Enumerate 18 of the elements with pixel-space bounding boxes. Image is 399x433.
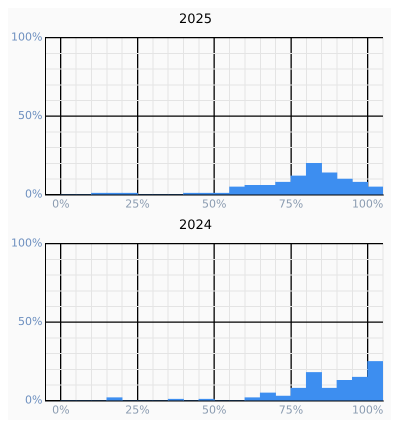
y-tick-label: 100% [10,236,42,250]
y-tick-label: 50% [18,109,42,122]
x-tick-label: 75% [278,197,304,210]
x-tick-label: 75% [278,403,304,416]
y-tick-label: 0% [24,394,42,407]
chart-title: 2025 [178,12,212,28]
x-tick-label: 50% [202,403,226,416]
x-tick-label: 50% [202,197,226,210]
x-tick-label: 25% [125,403,150,416]
y-tick-label: 50% [18,315,42,328]
y-tick-label: 100% [10,30,42,44]
x-tick-label: 0% [52,403,70,416]
x-tick-label: 100% [352,403,384,416]
chart-title: 2024 [178,218,212,234]
x-tick-label: 25% [125,197,150,210]
x-tick-label: 0% [52,197,70,210]
x-tick-label: 100% [352,197,384,210]
y-tick-label: 0% [24,188,42,201]
